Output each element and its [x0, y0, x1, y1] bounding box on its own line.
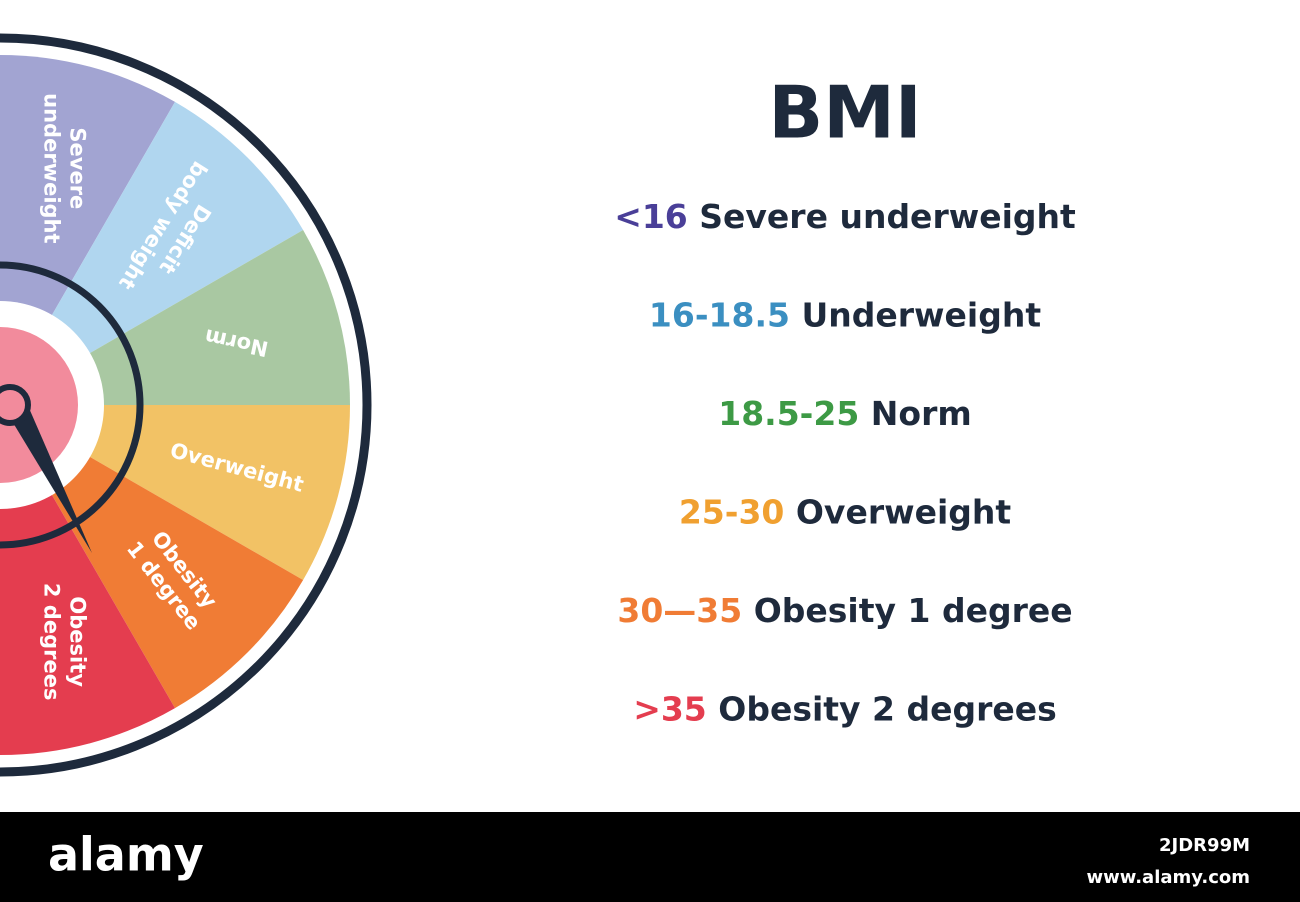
legend-range: 25-30 — [679, 492, 785, 531]
legend-label: Obesity 1 degree — [754, 591, 1073, 630]
wheel-segment — [0, 405, 304, 709]
legend: <16 Severe underweight 16-18.5 Underweigh… — [614, 197, 1076, 729]
legend-range: 30—35 — [617, 591, 742, 630]
legend-range: 18.5-25 — [718, 394, 859, 433]
footer-url: www.alamy.com — [1086, 867, 1250, 888]
footer-bar — [0, 812, 1300, 902]
legend-item: >35 Obesity 2 degrees — [633, 689, 1057, 728]
legend-label: Obesity 2 degrees — [718, 689, 1057, 728]
legend-range: 16-18.5 — [649, 295, 790, 334]
wheel-segment — [0, 101, 304, 405]
legend-item: 16-18.5 Underweight — [649, 295, 1041, 334]
segment-label-line: Obesity — [65, 596, 89, 687]
footer-id: 2JDR99M — [1159, 835, 1250, 856]
needle-hub — [0, 384, 31, 426]
segment-label-line: Severe — [65, 127, 89, 209]
legend-item: <16 Severe underweight — [614, 197, 1076, 236]
legend-label: Underweight — [801, 295, 1041, 334]
legend-item: 30—35 Obesity 1 degree — [617, 591, 1072, 630]
inner-ring — [0, 261, 144, 549]
legend-range: >35 — [633, 689, 707, 728]
segment-label-line: 2 degrees — [39, 583, 63, 701]
legend-item: 25-30 Overweight — [679, 492, 1012, 531]
footer-brand: alamy — [48, 828, 204, 882]
needle — [0, 392, 92, 553]
title: BMI — [768, 71, 921, 155]
legend-range: <16 — [614, 197, 688, 236]
legend-label: Overweight — [796, 492, 1012, 531]
legend-item: 18.5-25 Norm — [718, 394, 972, 433]
segment-label-line: underweight — [39, 93, 63, 243]
outer-ring — [0, 33, 372, 777]
legend-label: Norm — [871, 394, 972, 433]
legend-label: Severe underweight — [699, 197, 1076, 236]
inner-pink — [0, 327, 78, 483]
